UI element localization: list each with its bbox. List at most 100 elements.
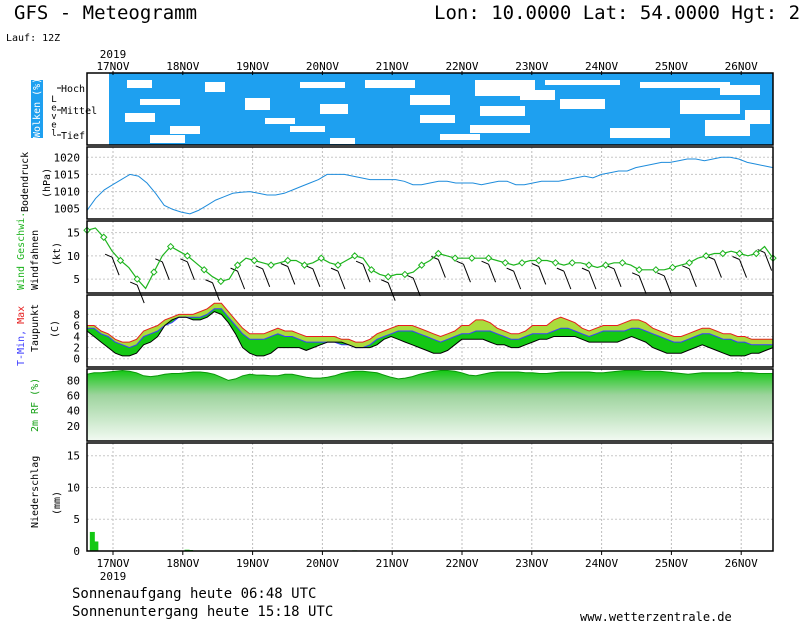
wind-speed-marker xyxy=(635,266,643,274)
wind-barb xyxy=(588,270,597,290)
year-label-bottom: 2019 xyxy=(100,570,127,583)
day-label-top: 20NOV xyxy=(306,60,339,73)
cloud-clear-patch xyxy=(140,99,180,105)
wind-barb xyxy=(538,266,547,285)
wind-speed-marker xyxy=(451,254,459,262)
sunrise-text: Sonnenaufgang heute 06:48 UTC xyxy=(72,586,317,602)
wind-barb-flag xyxy=(631,272,640,277)
wind-barb xyxy=(437,259,446,278)
wind-barb-flag xyxy=(732,256,740,260)
cloud-clear-patch xyxy=(170,126,200,134)
panel-frame xyxy=(86,294,774,368)
wind-barb xyxy=(739,259,748,278)
day-label-top: 24NOV xyxy=(585,60,618,73)
wind-speed-marker xyxy=(133,275,141,283)
wind-speed-marker xyxy=(668,263,677,272)
cloud-clear-patch xyxy=(290,126,325,132)
day-label-bottom: 20NOV xyxy=(306,557,339,570)
day-label-bottom: 26NOV xyxy=(725,557,758,570)
cloud-clear-patch xyxy=(245,98,270,110)
wind-barb-flag xyxy=(129,281,138,286)
wind-barb-flag xyxy=(506,267,514,272)
cloud-clear-patch xyxy=(300,82,345,88)
wind-barb-flag xyxy=(606,265,615,270)
panel-frame xyxy=(86,72,774,146)
wind-barb xyxy=(764,252,773,271)
wind-barb xyxy=(638,275,647,294)
wind-tick-label: 10 xyxy=(67,250,80,263)
wind-speed-marker xyxy=(317,254,325,262)
wind-barb-flag xyxy=(406,274,414,279)
humidity-axis-title: 2m RF (%) xyxy=(30,378,41,432)
wind-barb xyxy=(688,268,697,287)
wind-speed-marker xyxy=(367,266,376,274)
wind-barb-flag xyxy=(707,256,715,260)
wind-speed-marker xyxy=(568,259,576,267)
wind-speed-marker xyxy=(233,261,242,269)
cloud-clear-patch xyxy=(265,118,295,124)
wind-barb xyxy=(161,261,170,281)
temp-tick-label: 2 xyxy=(73,342,80,355)
wind-barb-flag xyxy=(682,265,690,270)
cloud-clear-patch xyxy=(150,135,185,143)
temp-max-band xyxy=(87,303,773,348)
wind-speed-marker xyxy=(300,261,309,269)
cloud-clear-patch xyxy=(320,104,348,114)
wind-barb-flag xyxy=(230,267,238,272)
wind-barb-flag xyxy=(155,258,163,263)
precip-tick-label: 15 xyxy=(67,450,80,463)
wind-barb-flag xyxy=(104,253,113,258)
wind-speed-marker xyxy=(702,252,710,260)
wind-speed-marker xyxy=(217,277,225,286)
day-label-bottom: 17NOV xyxy=(96,557,129,570)
wind-barb-flag xyxy=(657,272,665,277)
wind-speed-marker xyxy=(401,270,409,279)
temp-tick-label: 6 xyxy=(73,319,80,332)
wind-speed-marker xyxy=(334,261,342,269)
wind-speed-marker xyxy=(116,256,125,265)
wind-barb xyxy=(262,268,271,287)
cloud-clear-patch xyxy=(705,120,750,136)
pressure-line xyxy=(86,156,774,215)
humidity-tick-label: 40 xyxy=(67,405,80,418)
humidity-tick-label: 80 xyxy=(67,374,80,387)
wind-barb-flag xyxy=(205,279,213,284)
dewpoint-line xyxy=(86,311,774,357)
model-run-label: Lauf: 12Z xyxy=(6,33,61,44)
cloud-clear-patch xyxy=(610,128,670,138)
website-credit: www.wetterzentrale.de xyxy=(580,610,732,624)
wind-barb-flag xyxy=(255,265,263,270)
wind-speed-line xyxy=(86,227,774,290)
day-label-top: 26NOV xyxy=(725,60,758,73)
day-label-top: 21NOV xyxy=(376,60,409,73)
wind-speed-marker xyxy=(384,273,392,281)
wind-speed-marker xyxy=(735,249,744,258)
cloud-clear-patch xyxy=(125,113,155,122)
wind-speed-marker xyxy=(267,261,275,269)
wind-barb-flag xyxy=(180,258,188,263)
wind-speed-marker xyxy=(618,259,627,267)
level-label-low: Tief xyxy=(61,131,85,142)
cloud-label-swatch xyxy=(31,80,43,138)
pressure-axis-title: Bodendruck xyxy=(20,152,31,212)
wind-speed-marker xyxy=(652,266,660,274)
wind-speed-marker xyxy=(468,254,476,262)
day-label-bottom: 25NOV xyxy=(655,557,688,570)
wind-barb xyxy=(513,270,522,290)
day-label-bottom: 21NOV xyxy=(376,557,409,570)
wind-barb xyxy=(362,263,371,283)
wind-barb xyxy=(186,261,195,281)
wind-speed-marker xyxy=(752,249,760,258)
wind-barb xyxy=(563,270,572,290)
wind-tick-label: 5 xyxy=(73,273,80,286)
wind-barb xyxy=(713,259,722,278)
wind-axis-title: Wind Geschwi. xyxy=(16,212,27,290)
wind-barb-flag xyxy=(305,265,314,270)
humidity-tick-label: 60 xyxy=(67,390,80,403)
wind-speed-marker xyxy=(183,252,192,260)
wind-unit: (kt) xyxy=(52,242,63,266)
level-letter: e xyxy=(51,121,56,131)
cloud-clear-patch xyxy=(745,110,770,124)
panel-frame xyxy=(86,442,774,552)
wind-barb-flag xyxy=(380,279,389,284)
